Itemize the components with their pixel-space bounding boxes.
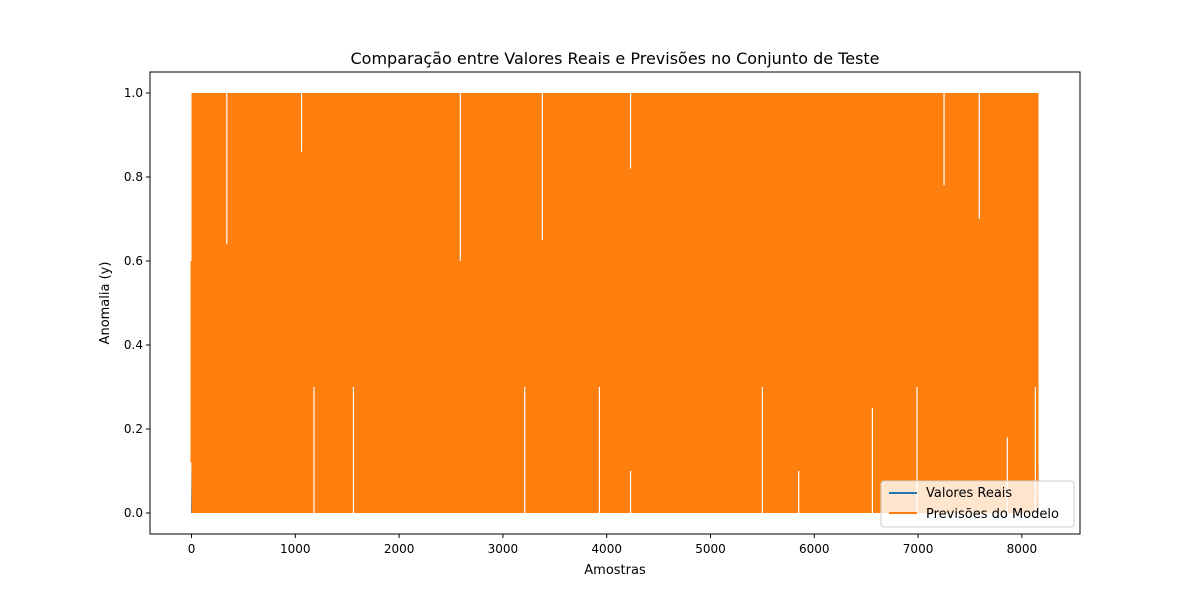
y-axis: 0.0 0.2 0.4 0.6 0.8 1.0 xyxy=(124,86,150,520)
plot-area xyxy=(190,92,1039,514)
x-tick-label: 2000 xyxy=(384,542,415,556)
legend-frame xyxy=(880,480,1075,528)
x-tick-label: 7000 xyxy=(903,542,934,556)
y-tick-label: 1.0 xyxy=(124,86,143,100)
legend-label-valores-reais: Valores Reais xyxy=(926,486,1012,501)
y-tick-label: 0.6 xyxy=(124,254,143,268)
y-tick-label: 0.0 xyxy=(124,506,143,520)
series-band-previsoes-do-modelo xyxy=(191,93,1039,513)
x-axis: 0 1000 2000 3000 4000 5000 6000 7000 8000 xyxy=(188,534,1037,556)
chart-title: Comparação entre Valores Reais e Previsõ… xyxy=(350,49,879,68)
x-tick-label: 6000 xyxy=(799,542,830,556)
legend: Valores Reais Previsões do Modelo xyxy=(880,480,1075,528)
y-tick-label: 0.8 xyxy=(124,170,143,184)
x-tick-label: 0 xyxy=(188,542,196,556)
plot-frame xyxy=(149,71,1081,535)
y-axis-label: Anomalia (y) xyxy=(98,262,113,345)
x-tick-label: 3000 xyxy=(488,542,519,556)
x-tick-label: 5000 xyxy=(695,542,726,556)
y-tick-label: 0.2 xyxy=(124,422,143,436)
x-axis-label: Amostras xyxy=(584,563,646,578)
y-tick-label: 0.4 xyxy=(124,338,143,352)
legend-label-previsoes-do-modelo: Previsões do Modelo xyxy=(926,507,1059,522)
x-tick-label: 8000 xyxy=(1007,542,1038,556)
x-tick-label: 1000 xyxy=(280,542,311,556)
x-tick-label: 4000 xyxy=(591,542,622,556)
